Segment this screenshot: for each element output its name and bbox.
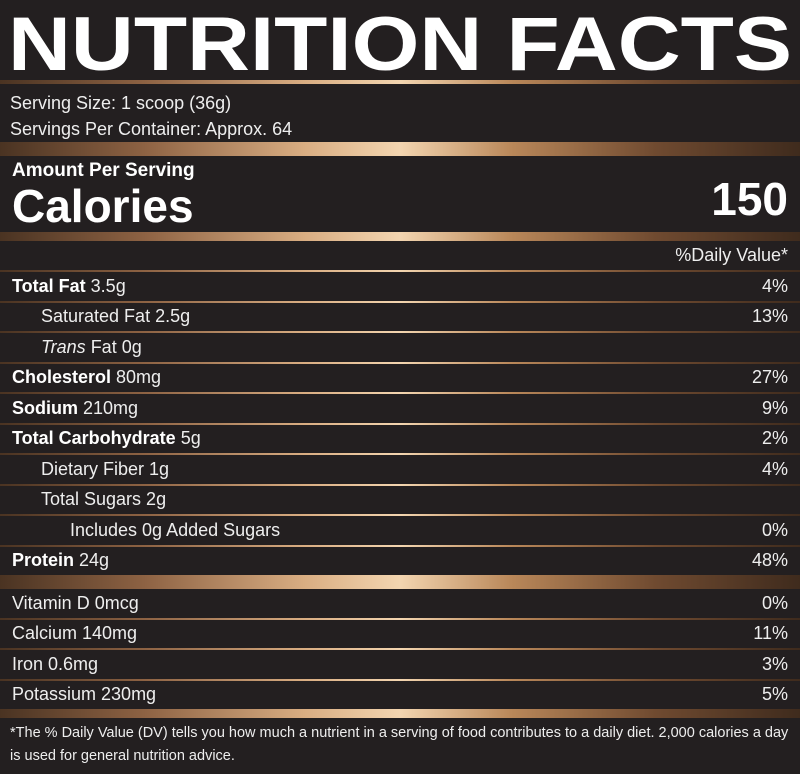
nutrient-amount: Potassium 230mg [12,684,157,705]
dv-heading-row: %Daily Value* [0,241,800,270]
nutrient-bold-name: Protein [12,550,75,571]
nutrient-row: Calcium 140mg 11% [0,620,800,649]
nutrient-row: Total Fat 3.5g 4% [0,272,800,301]
daily-value: 48% [751,550,788,571]
nutrient-name: Dietary Fiber 1g [12,459,169,480]
nutrient-name: Calcium 140mg [12,623,137,644]
divider [0,617,800,620]
nutrient-name: Trans Fat 0g [12,337,142,358]
nutrient-row: Protein 24g 48% [0,547,800,576]
nutrient-amount: Saturated Fat 2.5g [41,306,191,327]
serving-info: Serving Size: 1 scoop (36g) Servings Per… [0,84,800,142]
nutrients: Total Fat 3.5g 4% Saturated Fat 2.5g 13% Tran… [0,272,800,575]
daily-value: 0% [761,519,788,540]
nutrient-name: Saturated Fat 2.5g [12,306,190,327]
nutrient-italic-name: Trans [41,336,86,357]
nutrient-amount: Iron 0.6mg [12,653,99,674]
nutrient-row: Trans Fat 0g [0,333,800,362]
daily-value: 13% [751,306,788,327]
divider [0,483,800,486]
nutrient-row: Includes 0g Added Sugars 0% [0,516,800,545]
title-box: NUTRITION FACTS [8,2,792,80]
nutrient-name: Total Fat 3.5g [12,276,126,297]
nutrient-amount: Vitamin D 0mcg [12,592,139,613]
nutrient-bold-name: Cholesterol [12,367,112,388]
nutrient-amount: Calcium 140mg [12,623,138,644]
divider [0,709,800,718]
nutrient-bold-name: Total Fat [12,275,86,296]
divider [0,678,800,681]
nutrient-bold-name: Sodium [12,397,78,418]
nutrient-row: Saturated Fat 2.5g 13% [0,303,800,332]
nutrient-row: Total Carbohydrate 5g 2% [0,425,800,454]
nutrient-row: Sodium 210mg 9% [0,394,800,423]
nutrient-name: Total Carbohydrate 5g [12,428,201,449]
nutrient-row: Iron 0.6mg 3% [0,650,800,679]
daily-value: 4% [761,275,788,296]
daily-value: 0% [761,592,788,613]
nutrient-row: Cholesterol 80mg 27% [0,364,800,393]
title: NUTRITION FACTS [8,2,792,80]
dv-heading: %Daily Value* [675,245,788,265]
divider [0,232,800,241]
vitamins: Vitamin D 0mcg 0% Calcium 140mg 11% Iron 0.6… [0,589,800,709]
nutrient-name: Potassium 230mg [12,684,156,705]
nutrient-amount: Total Sugars 2g [41,489,167,510]
daily-value: 27% [751,367,788,388]
calories-block: Amount Per Serving Calories 150 [0,156,800,232]
divider [0,142,800,156]
calories-label: Calories [12,180,194,232]
nutrient-name: Vitamin D 0mcg [12,593,139,614]
nutrient-amount: 80mg [116,367,162,388]
footnote: *The % Daily Value (DV) tells you how mu… [10,725,789,764]
nutrient-name: Protein 24g [12,550,109,571]
nutrient-name: Total Sugars 2g [12,489,166,510]
nutrient-amount: 3.5g [90,275,126,296]
amount-heading: Amount Per Serving [12,160,195,181]
nutrient-amount: Dietary Fiber 1g [41,458,170,479]
divider [0,331,800,333]
nutrient-name: Sodium 210mg [12,398,138,419]
daily-value: 4% [761,458,788,479]
nutrient-name: Cholesterol 80mg [12,367,161,388]
nutrient-amount: 24g [79,550,110,571]
servings-per-container: Servings Per Container: Approx. 64 [10,119,293,139]
nutrient-row: Vitamin D 0mcg 0% [0,589,800,618]
divider [0,575,800,589]
nutrient-bold-name: Total Carbohydrate [12,428,176,449]
divider [0,422,800,425]
divider [0,80,800,84]
divider [0,361,800,364]
nutrient-row: Total Sugars 2g [0,486,800,515]
nutrient-amount: 5g [180,428,201,449]
daily-value: 2% [761,428,788,449]
nutrient-amount: Includes 0g Added Sugars [70,519,281,540]
nutrient-amount: 210mg [83,397,139,418]
nutrient-name: Iron 0.6mg [12,654,98,675]
daily-value: 3% [761,653,788,674]
nutrient-row: Dietary Fiber 1g 4% [0,455,800,484]
daily-value: 11% [753,623,788,644]
nutrient-amount: Fat 0g [90,336,142,357]
calories-value: 150 [711,173,788,225]
divider [0,453,800,455]
daily-value: 9% [761,397,788,418]
divider [0,514,800,516]
nutrient-name: Includes 0g Added Sugars [12,520,280,541]
divider [0,544,800,547]
divider [0,300,800,303]
divider [0,270,800,272]
daily-value: 5% [761,684,788,705]
divider [0,392,800,394]
divider [0,648,800,650]
serving-size: Serving Size: 1 scoop (36g) [10,93,232,113]
nutrient-row: Potassium 230mg 5% [0,681,800,710]
